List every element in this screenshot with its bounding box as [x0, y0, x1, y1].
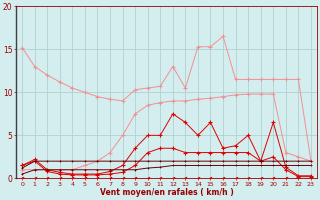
X-axis label: Vent moyen/en rafales ( km/h ): Vent moyen/en rafales ( km/h ) [100, 188, 233, 197]
